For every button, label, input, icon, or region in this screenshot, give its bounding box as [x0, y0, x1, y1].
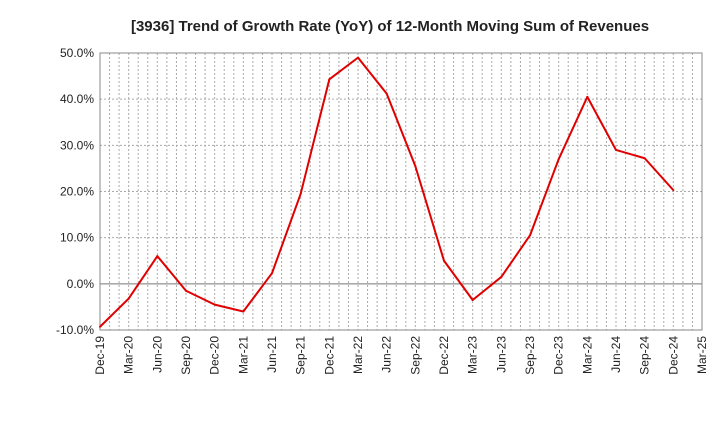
chart-title: [3936] Trend of Growth Rate (YoY) of 12-… [131, 18, 649, 35]
y-tick-label: 40.0% [60, 92, 94, 106]
x-tick-label: Mar-21 [236, 336, 250, 374]
x-tick-label: Dec-21 [322, 336, 336, 375]
data-point [185, 289, 187, 292]
x-tick-label: Sep-23 [523, 336, 537, 375]
x-tick-label: Mar-20 [122, 336, 136, 374]
y-tick-label: 50.0% [60, 46, 94, 60]
data-point [99, 325, 101, 328]
x-axis-labels: Dec-19 Mar-20 Jun-20 Sep-20 Dec-20 Mar-21 Jun-… [93, 336, 709, 375]
x-tick-label: Jun-23 [494, 336, 508, 373]
data-point [500, 275, 503, 278]
x-tick-label: Sep-21 [294, 336, 308, 375]
x-tick-label: Dec-19 [93, 336, 107, 375]
plot-frame [99, 52, 703, 331]
y-tick-label: 10.0% [60, 231, 94, 245]
x-tick-label: Dec-22 [437, 336, 451, 375]
y-tick-label: -10.0% [56, 323, 94, 337]
data-point [299, 192, 302, 195]
data-point [471, 298, 474, 301]
x-tick-label: Mar-25 [695, 336, 709, 374]
data-point [328, 78, 331, 81]
y-axis-labels: 50.0% 40.0% 30.0% 20.0% 10.0% 0.0% -10.0% [56, 46, 94, 337]
data-point [672, 189, 675, 192]
x-tick-label: Dec-20 [208, 336, 222, 375]
data-point [643, 157, 646, 160]
data-point [529, 234, 531, 237]
data-point [443, 259, 445, 262]
x-tick-label: Sep-20 [179, 336, 193, 375]
x-tick-label: Mar-23 [466, 336, 480, 374]
x-tick-label: Mar-22 [351, 336, 365, 374]
x-tick-label: Dec-24 [666, 336, 680, 375]
y-tick-label: 30.0% [60, 138, 94, 152]
data-point [414, 165, 417, 168]
x-tick-label: Jun-22 [380, 336, 394, 373]
y-tick-label: 0.0% [67, 277, 95, 291]
x-tick-label: Jun-21 [265, 336, 279, 373]
x-tick-label: Mar-24 [580, 336, 594, 374]
data-point [615, 148, 617, 151]
x-tick-label: Sep-22 [408, 336, 422, 375]
grid [100, 52, 702, 331]
x-tick-label: Jun-24 [609, 336, 623, 373]
data-point [586, 95, 589, 98]
data-point [557, 158, 560, 161]
y-tick-label: 20.0% [60, 185, 94, 199]
data-point [385, 92, 388, 95]
data-point [242, 310, 245, 313]
data-point [156, 255, 159, 258]
data-point [271, 272, 273, 275]
data-point [357, 56, 359, 59]
x-tick-label: Jun-20 [150, 336, 164, 373]
x-tick-label: Sep-24 [638, 336, 652, 375]
data-point [213, 303, 216, 306]
x-tick-label: Dec-23 [552, 336, 566, 375]
series-layer [99, 56, 675, 328]
data-point [127, 297, 130, 300]
